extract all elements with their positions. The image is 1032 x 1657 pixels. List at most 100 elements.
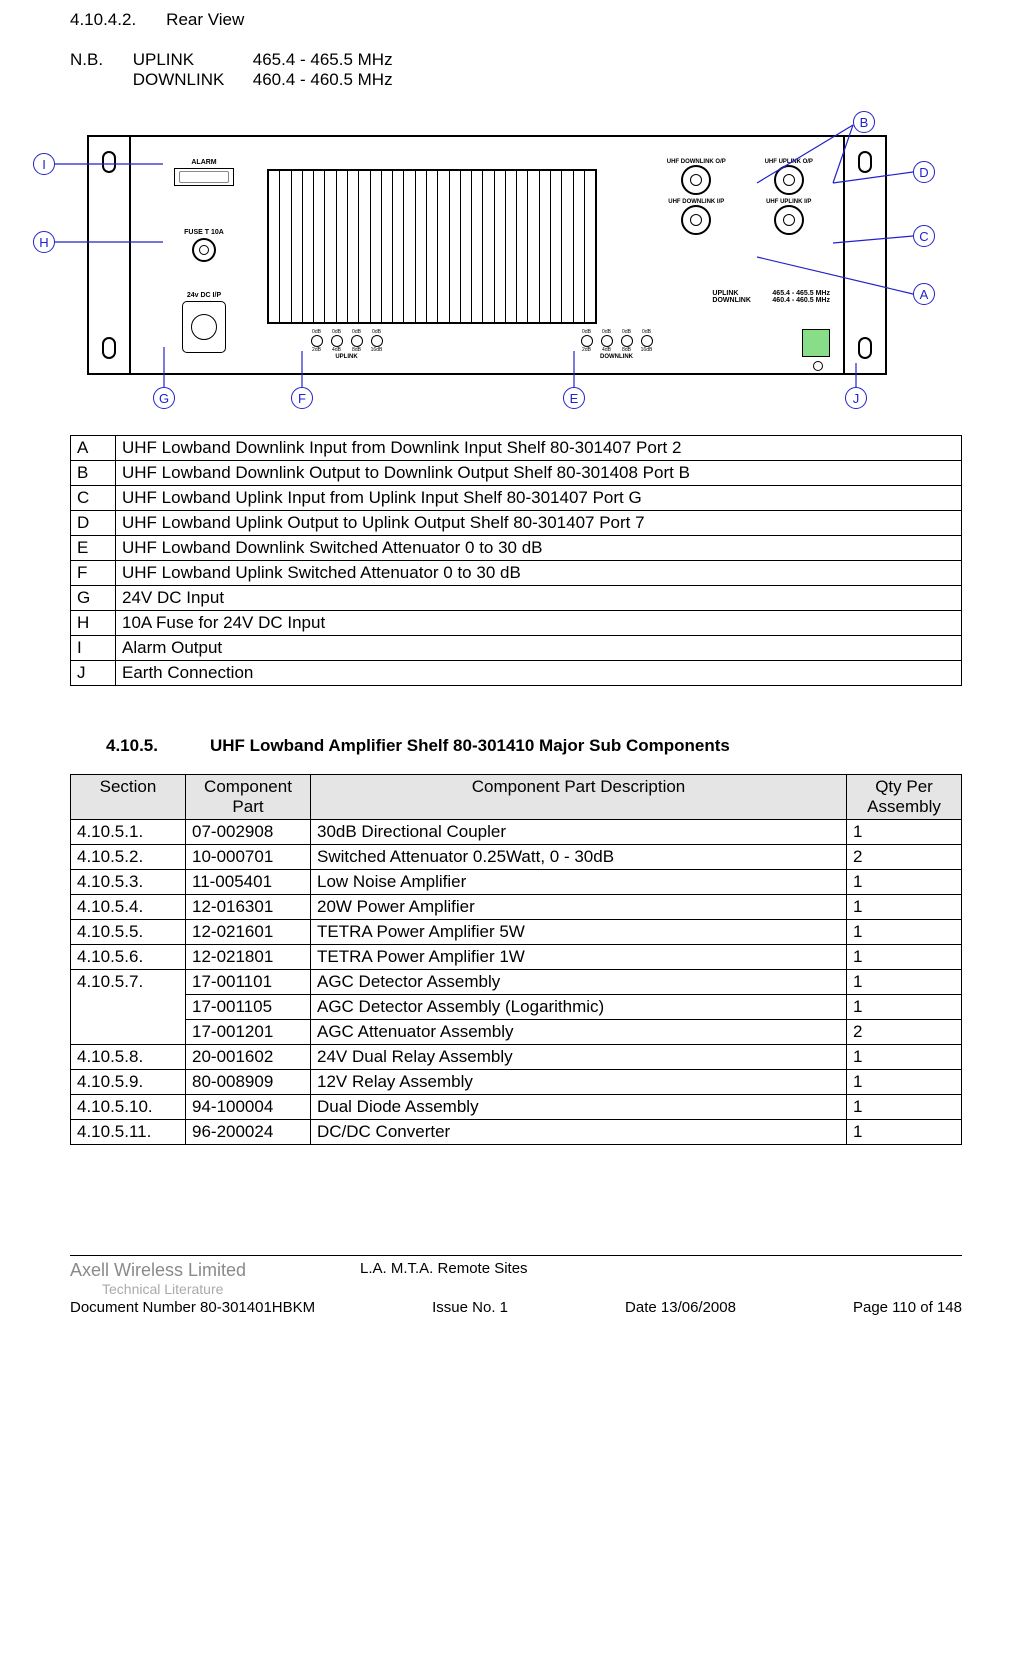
cell-desc: Dual Diode Assembly xyxy=(311,1095,847,1120)
cell-section: 4.10.5.7. xyxy=(71,970,186,1045)
attn-switch: 0dB8dB xyxy=(349,329,365,353)
cell-qty: 1 xyxy=(847,945,962,970)
legend-value: UHF Lowband Downlink Switched Attenuator… xyxy=(116,536,962,561)
legend-key: F xyxy=(71,561,116,586)
uhf-uplink-ip: UHF UPLINK I/P xyxy=(749,199,829,235)
cell-qty: 1 xyxy=(847,1095,962,1120)
fuse-label: FUSE T 10A xyxy=(161,229,247,236)
freq-val: 465.4 - 465.5 MHz xyxy=(772,290,830,297)
col-section: Section xyxy=(71,775,186,820)
cell-section: 4.10.5.5. xyxy=(71,920,186,945)
table-row: 4.10.5.6.12-021801TETRA Power Amplifier … xyxy=(71,945,962,970)
left-rail xyxy=(89,137,131,373)
legend-key: C xyxy=(71,486,116,511)
subsection-number: 4.10.5. xyxy=(106,736,210,756)
legend-value: 24V DC Input xyxy=(116,586,962,611)
legend-row: BUHF Lowband Downlink Output to Downlink… xyxy=(71,461,962,486)
cell-part: 10-000701 xyxy=(186,845,311,870)
legend-table: AUHF Lowband Downlink Input from Downlin… xyxy=(70,435,962,686)
footer-doc: Document Number 80-301401HBKM xyxy=(70,1299,315,1316)
table-row: 4.10.5.2.10-000701Switched Attenuator 0.… xyxy=(71,845,962,870)
cell-section: 4.10.5.11. xyxy=(71,1120,186,1145)
alarm-block: ALARM xyxy=(159,159,249,186)
rail-hole xyxy=(858,151,872,173)
cell-desc: Switched Attenuator 0.25Watt, 0 - 30dB xyxy=(311,845,847,870)
legend-value: UHF Lowband Uplink Output to Uplink Outp… xyxy=(116,511,962,536)
section-title: Rear View xyxy=(166,10,244,30)
cell-desc: 12V Relay Assembly xyxy=(311,1070,847,1095)
callout-d: D xyxy=(913,161,935,183)
table-row: 17-001105AGC Detector Assembly (Logarith… xyxy=(71,995,962,1020)
cell-desc: AGC Attenuator Assembly xyxy=(311,1020,847,1045)
cell-qty: 1 xyxy=(847,920,962,945)
freq-val: 460.4 - 460.5 MHz xyxy=(772,297,830,304)
table-row: 4.10.5.7.17-001101AGC Detector Assembly1 xyxy=(71,970,962,995)
cell-desc: 30dB Directional Coupler xyxy=(311,820,847,845)
cell-part: 17-001105 xyxy=(186,995,311,1020)
right-rail xyxy=(843,137,885,373)
cell-part: 07-002908 xyxy=(186,820,311,845)
dc-input-block: 24v DC I/P xyxy=(159,292,249,353)
connector-area: UHF DOWNLINK O/P UHF UPLINK O/P UHF DOWN… xyxy=(650,159,835,239)
conn-circle xyxy=(681,165,711,195)
table-row: 17-001201AGC Attenuator Assembly2 xyxy=(71,1020,962,1045)
cell-part: 12-016301 xyxy=(186,895,311,920)
section-heading: 4.10.4.2. Rear View xyxy=(70,10,962,30)
col-part: Component Part xyxy=(186,775,311,820)
legend-row: IAlarm Output xyxy=(71,636,962,661)
cell-section: 4.10.5.3. xyxy=(71,870,186,895)
cell-part: 17-001101 xyxy=(186,970,311,995)
rail-hole xyxy=(102,151,116,173)
subsection-heading: 4.10.5. UHF Lowband Amplifier Shelf 80-3… xyxy=(106,736,962,756)
legend-key: H xyxy=(71,611,116,636)
subsection-title: UHF Lowband Amplifier Shelf 80-301410 Ma… xyxy=(210,736,730,756)
legend-value: UHF Lowband Downlink Input from Downlink… xyxy=(116,436,962,461)
fuse-holder xyxy=(192,238,216,262)
nb-val: 465.4 - 465.5 MHz xyxy=(253,50,393,70)
nb-key: UPLINK xyxy=(133,50,253,70)
nb-block: N.B. UPLINK465.4 - 465.5 MHzDOWNLINK460.… xyxy=(70,50,962,90)
cell-qty: 1 xyxy=(847,995,962,1020)
uplink-attenuator: 0dB2dB0dB4dB0dB8dB0dB16dB UPLINK xyxy=(294,329,399,369)
attn-switch: 0dB2dB xyxy=(579,329,595,353)
legend-key: E xyxy=(71,536,116,561)
legend-value: UHF Lowband Uplink Input from Uplink Inp… xyxy=(116,486,962,511)
cell-section: 4.10.5.2. xyxy=(71,845,186,870)
uhf-downlink-op: UHF DOWNLINK O/P xyxy=(656,159,736,195)
footer-project: L.A. M.T.A. Remote Sites xyxy=(360,1260,962,1297)
legend-key: B xyxy=(71,461,116,486)
cell-part: 96-200024 xyxy=(186,1120,311,1145)
conn-circle xyxy=(681,205,711,235)
legend-value: 10A Fuse for 24V DC Input xyxy=(116,611,962,636)
cell-part: 11-005401 xyxy=(186,870,311,895)
footer-page: Page 110 of 148 xyxy=(853,1299,962,1316)
col-qty: Qty Per Assembly xyxy=(847,775,962,820)
table-row: 4.10.5.8.20-00160224V Dual Relay Assembl… xyxy=(71,1045,962,1070)
earth-terminal xyxy=(802,329,830,357)
callout-e: E xyxy=(563,387,585,409)
callout-g: G xyxy=(153,387,175,409)
legend-value: UHF Lowband Uplink Switched Attenuator 0… xyxy=(116,561,962,586)
callout-b: B xyxy=(853,111,875,133)
cell-section: 4.10.5.10. xyxy=(71,1095,186,1120)
table-row: 4.10.5.11.96-200024DC/DC Converter1 xyxy=(71,1120,962,1145)
callout-j: J xyxy=(845,387,867,409)
rail-hole xyxy=(858,337,872,359)
cell-desc: DC/DC Converter xyxy=(311,1120,847,1145)
attn-switch: 0dB16dB xyxy=(639,329,655,353)
cell-part: 12-021801 xyxy=(186,945,311,970)
fuse-block: FUSE T 10A xyxy=(161,229,247,262)
freq-text: UPLINK465.4 - 465.5 MHz DOWNLINK460.4 - … xyxy=(712,290,830,304)
freq-key: UPLINK xyxy=(712,290,772,297)
legend-row: AUHF Lowband Downlink Input from Downlin… xyxy=(71,436,962,461)
cell-qty: 1 xyxy=(847,870,962,895)
legend-row: JEarth Connection xyxy=(71,661,962,686)
legend-key: J xyxy=(71,661,116,686)
callout-i: I xyxy=(33,153,55,175)
callout-a: A xyxy=(913,283,935,305)
cell-qty: 2 xyxy=(847,1020,962,1045)
legend-row: H10A Fuse for 24V DC Input xyxy=(71,611,962,636)
cell-section: 4.10.5.4. xyxy=(71,895,186,920)
table-row: 4.10.5.3.11-005401Low Noise Amplifier1 xyxy=(71,870,962,895)
table-row: 4.10.5.10.94-100004Dual Diode Assembly1 xyxy=(71,1095,962,1120)
